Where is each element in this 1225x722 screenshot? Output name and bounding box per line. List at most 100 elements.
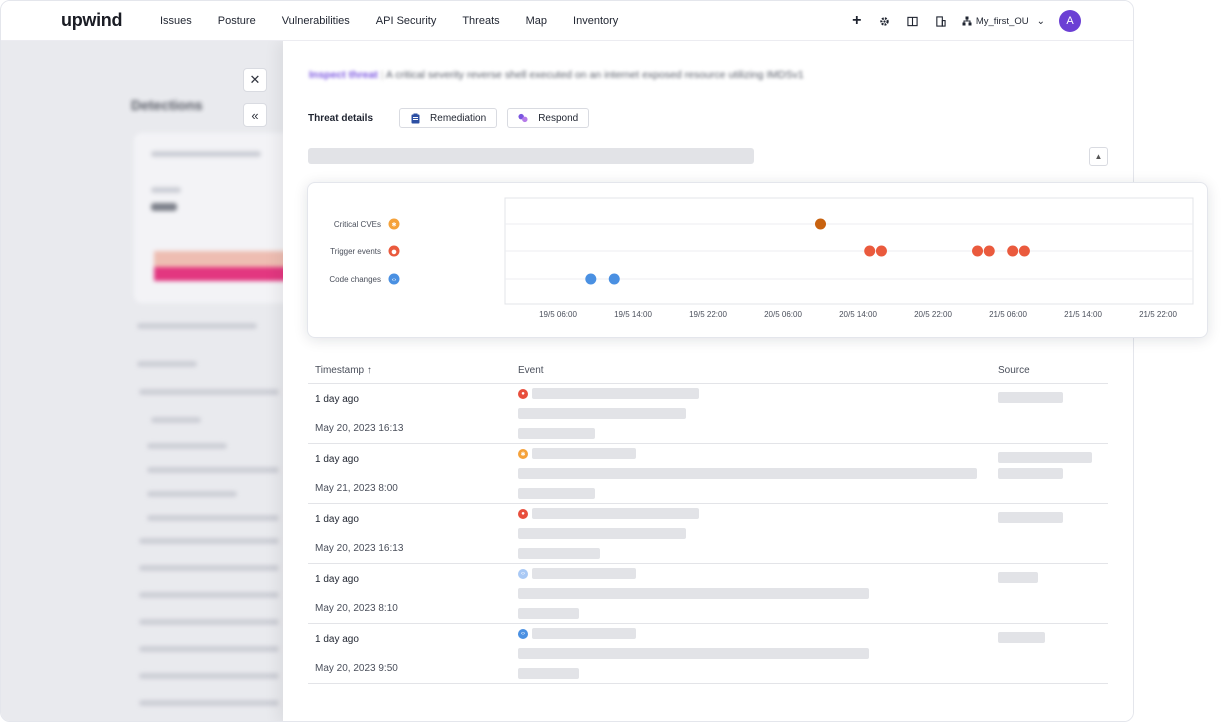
download-button[interactable]: ▲ <box>1089 147 1108 166</box>
event-title-placeholder <box>532 448 636 459</box>
upwind-logo[interactable]: upwind <box>61 10 123 30</box>
skeleton-line <box>139 673 279 679</box>
event-point <box>1007 245 1019 257</box>
column-header-event[interactable]: Event <box>518 365 544 376</box>
trigger-event-icon: ● <box>518 509 528 519</box>
source-placeholder <box>998 632 1045 643</box>
x-tick-label: 20/5 14:00 <box>839 310 877 319</box>
headline-text: A critical severity reverse shell execut… <box>385 69 804 81</box>
absolute-time: May 20, 2023 8:10 <box>315 603 398 614</box>
category-label: Trigger events <box>330 247 381 256</box>
absolute-time: May 20, 2023 16:13 <box>315 543 404 554</box>
respond-button[interactable]: Respond <box>507 108 590 128</box>
skeleton-line <box>151 151 261 157</box>
skeleton-line <box>139 565 279 571</box>
filter-bar-placeholder[interactable] <box>308 148 754 164</box>
nav-item-issues[interactable]: Issues <box>160 14 192 27</box>
table-row[interactable]: 1 day ago May 21, 2023 8:00 ✱ <box>308 444 1108 504</box>
nav-item-inventory[interactable]: Inventory <box>573 14 619 27</box>
event-title-placeholder <box>532 628 636 639</box>
double-chevron-left-icon: « <box>251 107 259 123</box>
relative-time: 1 day ago <box>315 454 359 465</box>
ou-selector[interactable]: My_first_OU ⌄ <box>962 16 1045 27</box>
table-header: Timestamp ↑ Event Source <box>308 359 1108 384</box>
event-point <box>608 273 620 285</box>
table-row[interactable]: 1 day ago May 20, 2023 16:13 ● <box>308 384 1108 444</box>
skeleton-line <box>147 515 279 521</box>
x-tick-label: 19/5 14:00 <box>614 310 652 319</box>
category-label: Code changes <box>329 275 381 284</box>
skeleton-line <box>151 417 201 423</box>
org-tree-icon <box>962 16 972 26</box>
column-header-timestamp[interactable]: Timestamp ↑ <box>315 365 372 376</box>
relative-time: 1 day ago <box>315 394 359 405</box>
critical-cve-icon: ✱ <box>518 449 528 459</box>
table-row[interactable]: 1 day ago May 20, 2023 9:50 ‹› <box>308 624 1108 684</box>
skeleton-line <box>139 619 279 625</box>
source-placeholder <box>998 468 1063 479</box>
code-change-icon: ‹› <box>518 569 528 579</box>
nav-item-posture[interactable]: Posture <box>217 14 256 27</box>
respond-icon <box>518 113 528 124</box>
relative-time: 1 day ago <box>315 514 359 525</box>
gear-icon[interactable] <box>878 14 892 28</box>
funnel-bar <box>154 267 283 281</box>
skeleton-line <box>151 187 181 193</box>
skeleton-line <box>147 443 227 449</box>
table-row[interactable]: 1 day ago May 20, 2023 8:10 ‹› <box>308 564 1108 624</box>
x-tick-label: 20/5 22:00 <box>914 310 952 319</box>
page-title: Detections <box>131 97 203 113</box>
x-tick-label: 21/5 14:00 <box>1064 310 1102 319</box>
nav-item-vulnerabilities[interactable]: Vulnerabilities <box>281 14 350 27</box>
source-placeholder <box>998 392 1063 403</box>
tab-threat-details[interactable]: Threat details <box>308 112 374 124</box>
skeleton-line <box>151 203 177 211</box>
event-title-placeholder <box>532 508 699 519</box>
background-page: Detections <box>1 41 283 721</box>
relative-time: 1 day ago <box>315 574 359 585</box>
event-detail-placeholder <box>518 428 595 439</box>
source-placeholder <box>998 452 1092 463</box>
events-table: Timestamp ↑ Event Source 1 day ago May 2… <box>308 359 1108 684</box>
timeline-chart-card: Critical CVEs ✱ Trigger events ● Code change… <box>307 182 1208 338</box>
building-icon[interactable] <box>934 14 948 28</box>
drawer-tabs: Threat details Remediation Respond <box>308 108 590 128</box>
book-icon[interactable] <box>906 14 920 28</box>
column-header-source[interactable]: Source <box>998 365 1030 376</box>
nav-item-map[interactable]: Map <box>525 14 548 27</box>
close-button[interactable]: ✕ <box>243 68 267 92</box>
event-point <box>875 245 887 257</box>
category-icon <box>388 273 400 285</box>
event-point <box>1018 245 1030 257</box>
ou-label: My_first_OU <box>975 15 1029 27</box>
avatar[interactable]: A <box>1059 10 1081 32</box>
clipboard-icon <box>410 113 420 124</box>
event-title-placeholder <box>532 568 636 579</box>
collapse-button[interactable]: « <box>243 103 267 127</box>
x-tick-label: 21/5 22:00 <box>1139 310 1177 319</box>
plus-icon[interactable]: + <box>852 12 862 29</box>
x-tick-label: 19/5 22:00 <box>689 310 727 319</box>
trigger-event-icon: ● <box>518 389 528 399</box>
category-icon-glyph: ✱ <box>391 222 396 229</box>
category-icon <box>388 218 400 230</box>
skeleton-line <box>147 467 279 473</box>
skeleton-line <box>139 538 279 544</box>
source-placeholder <box>998 572 1038 583</box>
headline-tag: Inspect threat <box>309 69 378 81</box>
event-detail-placeholder <box>518 528 686 539</box>
skeleton-line <box>139 646 279 652</box>
code-change-icon: ‹› <box>518 629 528 639</box>
event-point <box>972 245 984 257</box>
table-row[interactable]: 1 day ago May 20, 2023 16:13 ● <box>308 504 1108 564</box>
remediation-button[interactable]: Remediation <box>399 108 498 128</box>
close-icon: ✕ <box>249 72 261 87</box>
skeleton-line <box>139 700 279 706</box>
nav-item-threats[interactable]: Threats <box>462 14 500 27</box>
event-point <box>585 273 597 285</box>
remediation-label: Remediation <box>430 112 487 124</box>
event-detail-placeholder <box>518 548 600 559</box>
nav-item-api-security[interactable]: API Security <box>375 14 437 27</box>
app-window: upwind Issues Posture Vulnerabilities AP… <box>0 0 1134 722</box>
category-label: Critical CVEs <box>334 220 381 229</box>
